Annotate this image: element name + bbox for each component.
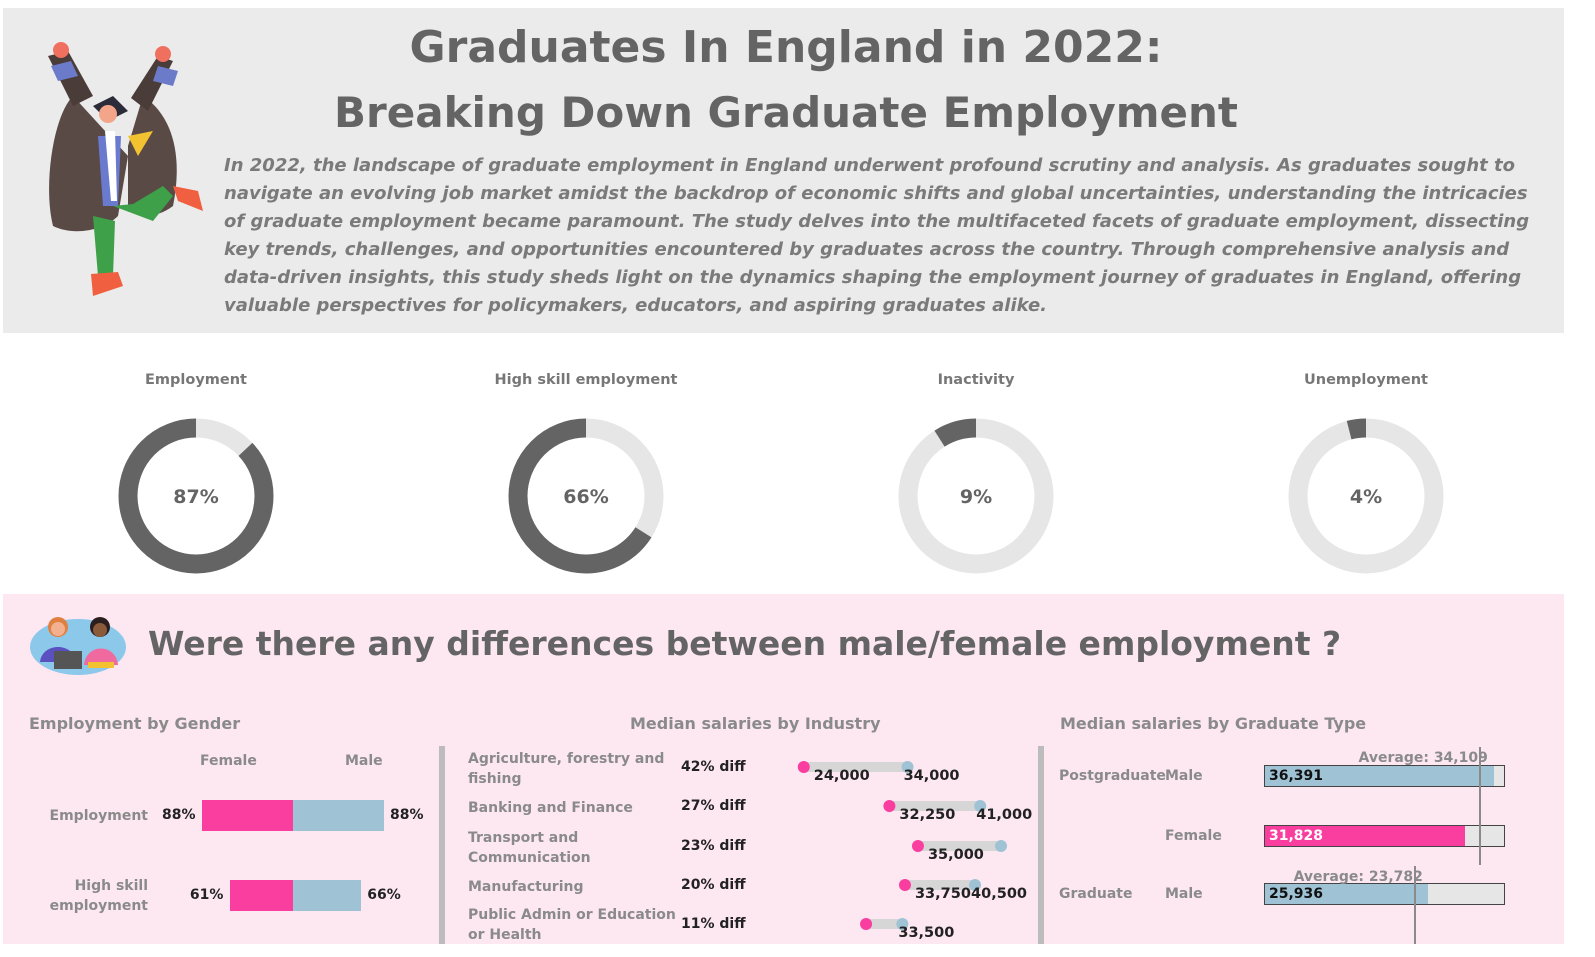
male-bar (293, 880, 362, 911)
section-question: Were there any differences between male/… (148, 624, 1342, 663)
kpi-card: High skill employment 66% (436, 372, 736, 576)
industry-diff-label: 23% diff (681, 838, 746, 854)
female-salary-label: 33,750 (914, 886, 971, 902)
salary-value-label: 25,936 (1269, 886, 1324, 902)
donut-ring: 9% (898, 418, 1054, 574)
female-salary-label: 35,000 (927, 847, 984, 863)
salaries-by-industry-title: Median salaries by Industry (630, 714, 881, 733)
male-salary-bar (1265, 766, 1494, 786)
industry-diff-label: 27% diff (681, 798, 746, 814)
panel-divider (439, 746, 445, 944)
salary-bullet-track: 36,391 (1264, 765, 1505, 787)
gender-label: Female (1165, 828, 1222, 844)
donut-value: 4% (1350, 486, 1382, 508)
male-salary-label: 33,500 (898, 925, 955, 941)
graduate-type-label: Postgraduate (1059, 768, 1166, 784)
donut-arc (508, 418, 664, 574)
donut-value: 87% (173, 486, 218, 508)
average-reference-line (1413, 866, 1416, 944)
industry-diff-label: 20% diff (681, 877, 746, 893)
page-subtitle: Breaking Down Graduate Employment (334, 88, 1238, 137)
kpi-label: Unemployment (1303, 372, 1428, 388)
kpi-label: High skill employment (494, 372, 678, 388)
hero-banner: Graduates In England in 2022: Breaking D… (3, 8, 1564, 333)
donut-ring: 66% (508, 418, 664, 574)
donut-arc (118, 418, 274, 574)
male-salary-bar (1265, 884, 1429, 904)
industry-label: Agriculture, forestry and fishing (468, 751, 665, 787)
average-reference-line (1478, 747, 1481, 865)
industry-label: Manufacturing (468, 879, 584, 895)
female-value-label: 61% (189, 887, 224, 903)
kpi-card: Unemployment 4% (1216, 372, 1516, 576)
donut-ring: 87% (118, 418, 274, 574)
average-label: Average: 23,782 (1293, 869, 1423, 885)
panel-divider (1038, 746, 1044, 944)
industry-diff-label: 42% diff (681, 759, 746, 775)
salary-value-label: 36,391 (1269, 768, 1324, 784)
male-salary-label: 40,500 (971, 886, 1028, 902)
two-people-illustration (30, 617, 126, 675)
donut-value: 9% (960, 486, 992, 508)
male-column-header: Male (345, 753, 383, 769)
salary-value-label: 31,828 (1269, 828, 1324, 844)
industry-label: Banking and Finance (468, 800, 633, 816)
female-column-header: Female (200, 753, 257, 769)
page-title: Graduates In England in 2022: (409, 22, 1163, 73)
gender-label: Male (1165, 768, 1203, 784)
male-value-label: 66% (367, 887, 401, 903)
donut-ring: 4% (1288, 418, 1444, 574)
female-salary-bar (1265, 826, 1466, 846)
female-salary-label: 32,250 (899, 807, 956, 823)
industry-label: Public Admin or Education or Health (468, 907, 676, 943)
male-salary-label: 41,000 (976, 807, 1033, 823)
graduate-type-label: Graduate (1059, 886, 1133, 902)
salary-bullet-track: 25,936 (1264, 883, 1505, 905)
gender-label: Male (1165, 886, 1203, 902)
female-value-label: 88% (162, 807, 196, 823)
male-value-label: 88% (390, 807, 424, 823)
intro-paragraph: In 2022, the landscape of graduate emplo… (224, 155, 1530, 316)
industry-label: Transport and Communication (468, 830, 591, 866)
female-bar (202, 800, 293, 831)
donut-value: 66% (563, 486, 608, 508)
kpi-label: Employment (145, 372, 247, 388)
average-label: Average: 34,109 (1358, 750, 1488, 766)
kpi-label: Inactivity (937, 372, 1015, 388)
gender-row-label: High skill employment (49, 878, 148, 914)
donut-arc (898, 418, 1054, 574)
graduate-celebration-illustration (48, 42, 203, 296)
female-bar (229, 880, 293, 911)
industry-diff-label: 11% diff (681, 916, 746, 932)
gender-row-label: Employment (49, 808, 148, 824)
male-salary-label: 34,000 (903, 768, 960, 784)
kpi-card: Employment 87% (46, 372, 346, 576)
female-salary-label: 24,000 (813, 768, 870, 784)
salary-bullet-track: 31,828 (1264, 825, 1505, 847)
kpi-card: Inactivity 9% (826, 372, 1126, 576)
employment-by-gender-title: Employment by Gender (29, 714, 241, 733)
salaries-by-graduate-type-title: Median salaries by Graduate Type (1060, 714, 1367, 733)
male-bar (293, 800, 384, 831)
donut-arc (1288, 418, 1444, 574)
